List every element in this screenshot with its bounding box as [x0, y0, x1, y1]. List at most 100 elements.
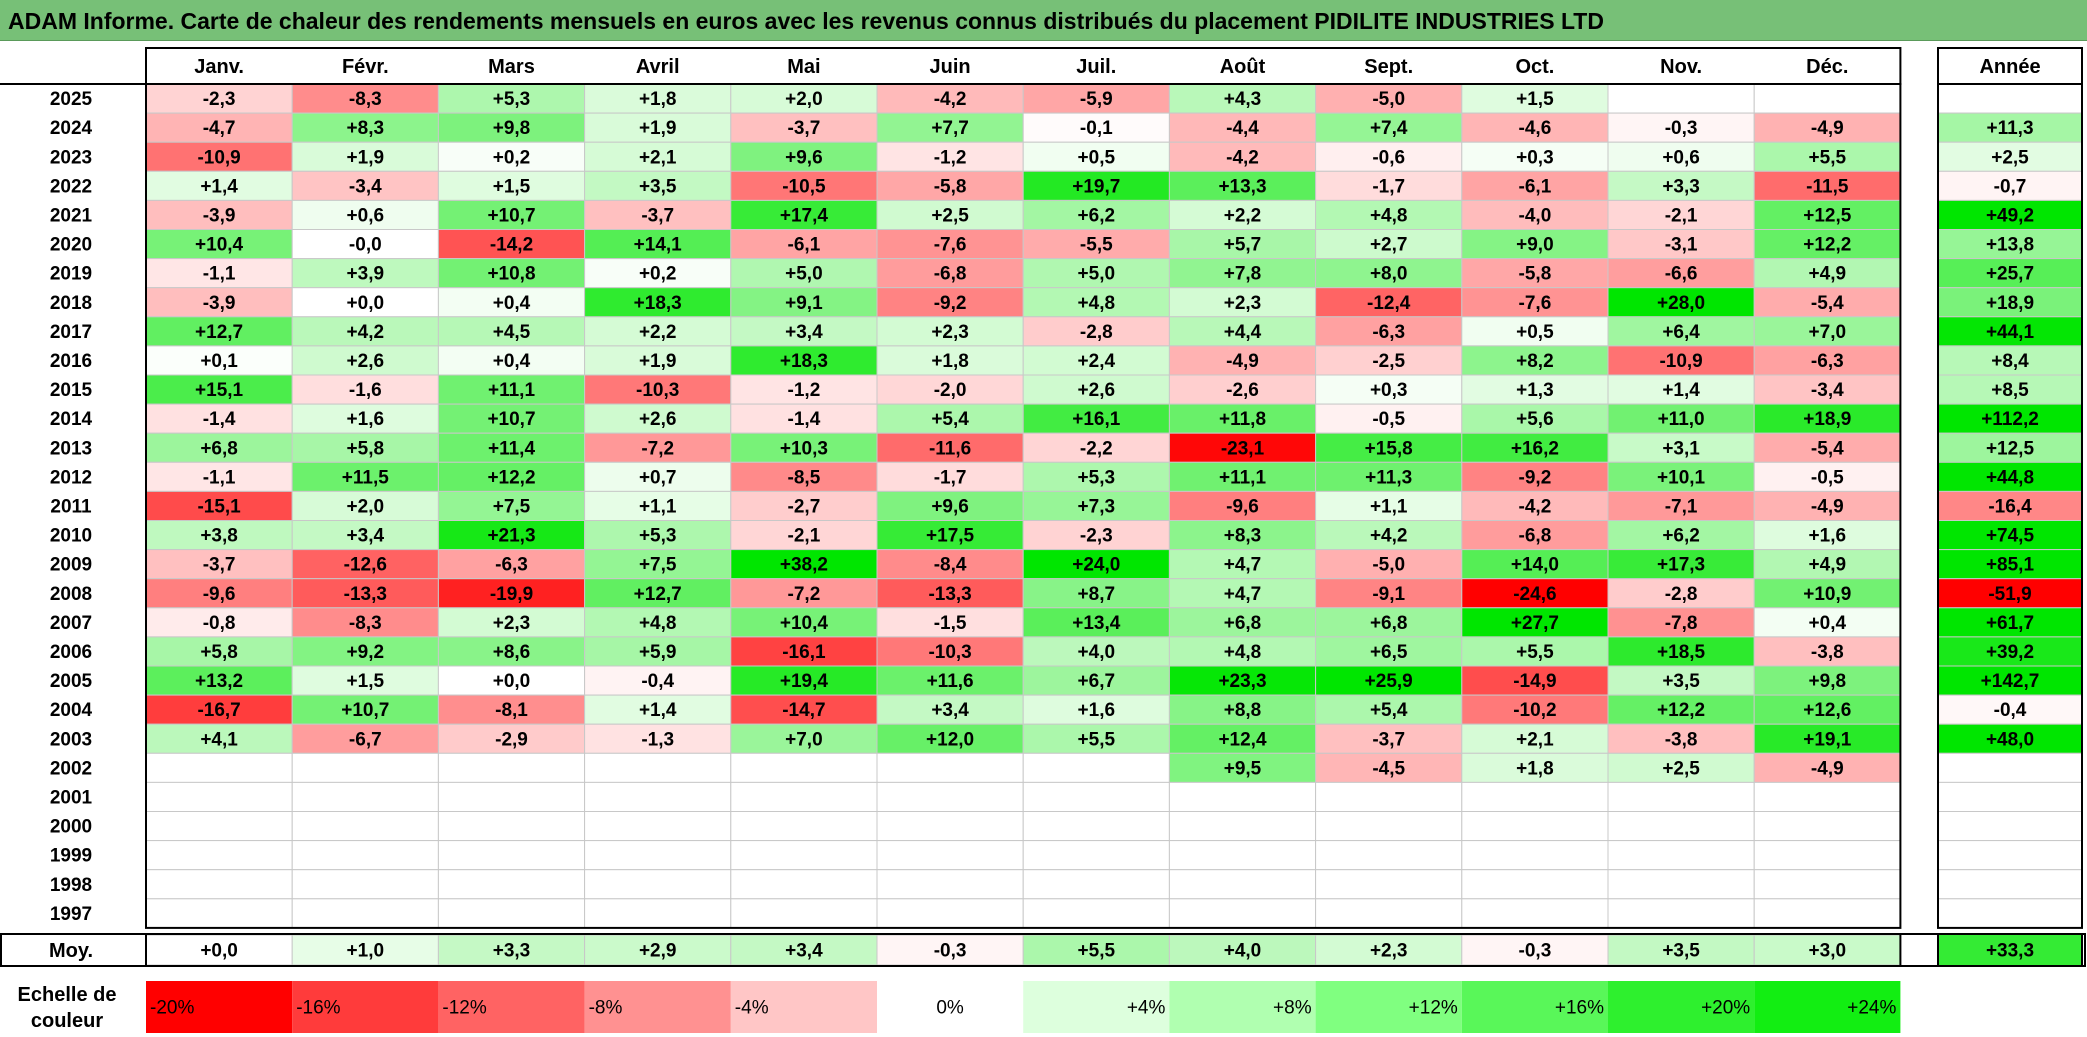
average-value: +4,0 [1224, 941, 1262, 962]
scale-swatch [1754, 981, 1901, 1033]
cell-value: -6,3 [1372, 322, 1405, 343]
heatmap-cell [291, 258, 439, 289]
scale-stop-label: +24% [1847, 998, 1896, 1019]
heatmap-cell [730, 432, 878, 463]
year-label: 1998 [50, 875, 92, 896]
annual-cell [1937, 316, 2083, 347]
heatmap-cell [1607, 112, 1755, 143]
heatmap-cell [1315, 549, 1463, 580]
annual-value: +74,5 [1986, 526, 2035, 547]
year-label: 2009 [50, 555, 92, 576]
heatmap-cell [1461, 316, 1609, 347]
cell-value: -1,2 [934, 147, 967, 168]
cell-value: +12,2 [1657, 700, 1705, 721]
cell-value: +19,7 [1072, 176, 1120, 197]
heatmap-cell [437, 781, 586, 813]
heatmap-cell [1753, 287, 1901, 318]
scale-stop-label: -4% [735, 998, 769, 1019]
heatmap-cell [730, 752, 878, 783]
year-label: 2025 [50, 89, 93, 110]
scale-stop-label: -12% [442, 998, 486, 1019]
heatmap-cell [1315, 403, 1463, 434]
cell-value: -3,7 [788, 118, 821, 139]
month-header-frame [145, 47, 1902, 85]
cell-value: +10,3 [780, 438, 828, 459]
heatmap-cell [437, 898, 586, 929]
cell-value: +5,0 [1078, 264, 1116, 285]
heatmap-cell [876, 170, 1024, 201]
heatmap-cell [584, 781, 732, 813]
heatmap-cell [1168, 636, 1317, 667]
month-header: Nov. [1660, 56, 1702, 78]
cell-value: -19,9 [490, 584, 533, 605]
cell-value: +1,5 [1516, 89, 1554, 110]
year-label: 2024 [50, 118, 93, 139]
heatmap-cell [291, 287, 439, 318]
cell-value: +2,2 [1224, 205, 1262, 226]
cell-value: +1,4 [200, 176, 238, 197]
cell-value: +18,3 [780, 351, 828, 372]
cell-value: -0,8 [203, 613, 236, 634]
cell-value: +12,6 [1803, 700, 1851, 721]
heatmap-cell [437, 432, 586, 463]
cell-value: -4,2 [934, 89, 967, 110]
heatmap-cell [1168, 345, 1317, 376]
annual-frame [1937, 83, 2083, 929]
cell-value: +11,6 [927, 671, 974, 692]
cell-value: -1,7 [934, 467, 967, 488]
cell-value: +4,5 [493, 322, 531, 343]
cell-value: +11,4 [488, 438, 535, 459]
heatmap-cell [730, 258, 878, 289]
cell-value: -8,5 [788, 467, 821, 488]
heatmap-cell [145, 403, 293, 434]
heatmap-cell [1607, 723, 1755, 754]
average-cell [291, 934, 439, 966]
cell-value: +24,0 [1072, 555, 1120, 576]
heatmap-cell [584, 694, 732, 725]
annual-cell [1937, 869, 2083, 900]
cell-value: +18,3 [634, 293, 682, 314]
cell-value: -4,6 [1519, 118, 1552, 139]
cell-value: -1,1 [203, 467, 236, 488]
month-header: Oct. [1515, 56, 1554, 78]
heatmap-cell [1022, 287, 1170, 318]
cell-value: -14,2 [490, 235, 533, 256]
heatmap-cell [584, 840, 732, 871]
heatmap-cell [730, 549, 878, 580]
cell-value: -5,0 [1372, 89, 1405, 110]
heatmap-cell [584, 374, 732, 405]
annual-cell [1937, 898, 2083, 929]
heatmap-cell [291, 112, 439, 143]
cell-value: +6,8 [200, 438, 238, 459]
cell-value: -3,1 [1665, 235, 1698, 256]
heatmap-cell [291, 490, 439, 521]
year-label: 2010 [50, 526, 92, 547]
heatmap-cell [1315, 83, 1463, 114]
scale-stop-label: 0% [936, 998, 964, 1019]
heatmap-cell [1022, 898, 1170, 929]
heatmap-cell [876, 112, 1024, 143]
heatmap-cell [1168, 869, 1317, 900]
heatmap-cell [1168, 898, 1317, 929]
heatmap-cell [1168, 840, 1317, 871]
annual-value: +11,3 [1986, 118, 2033, 139]
cell-value: -8,1 [495, 700, 528, 721]
heatmap-cell [876, 199, 1024, 230]
cell-value: +0,3 [1516, 147, 1554, 168]
heatmap-cell [145, 490, 293, 521]
cell-value: -4,7 [203, 118, 236, 139]
cell-value: +2,5 [931, 205, 969, 226]
heatmap-cell [1753, 665, 1901, 696]
heatmap-cell [730, 607, 878, 638]
heatmap-cell [1315, 432, 1463, 463]
cell-value: +1,5 [347, 671, 385, 692]
cell-value: -0,0 [349, 235, 382, 256]
cell-value: +9,8 [1809, 671, 1847, 692]
cell-value: +17,5 [926, 526, 975, 547]
month-header: Mars [488, 56, 535, 78]
month-header: Mai [787, 56, 820, 78]
cell-value: -1,4 [788, 409, 821, 430]
cell-value: +9,6 [785, 147, 823, 168]
heatmap-cell [730, 898, 878, 929]
heatmap-cell [1315, 112, 1463, 143]
